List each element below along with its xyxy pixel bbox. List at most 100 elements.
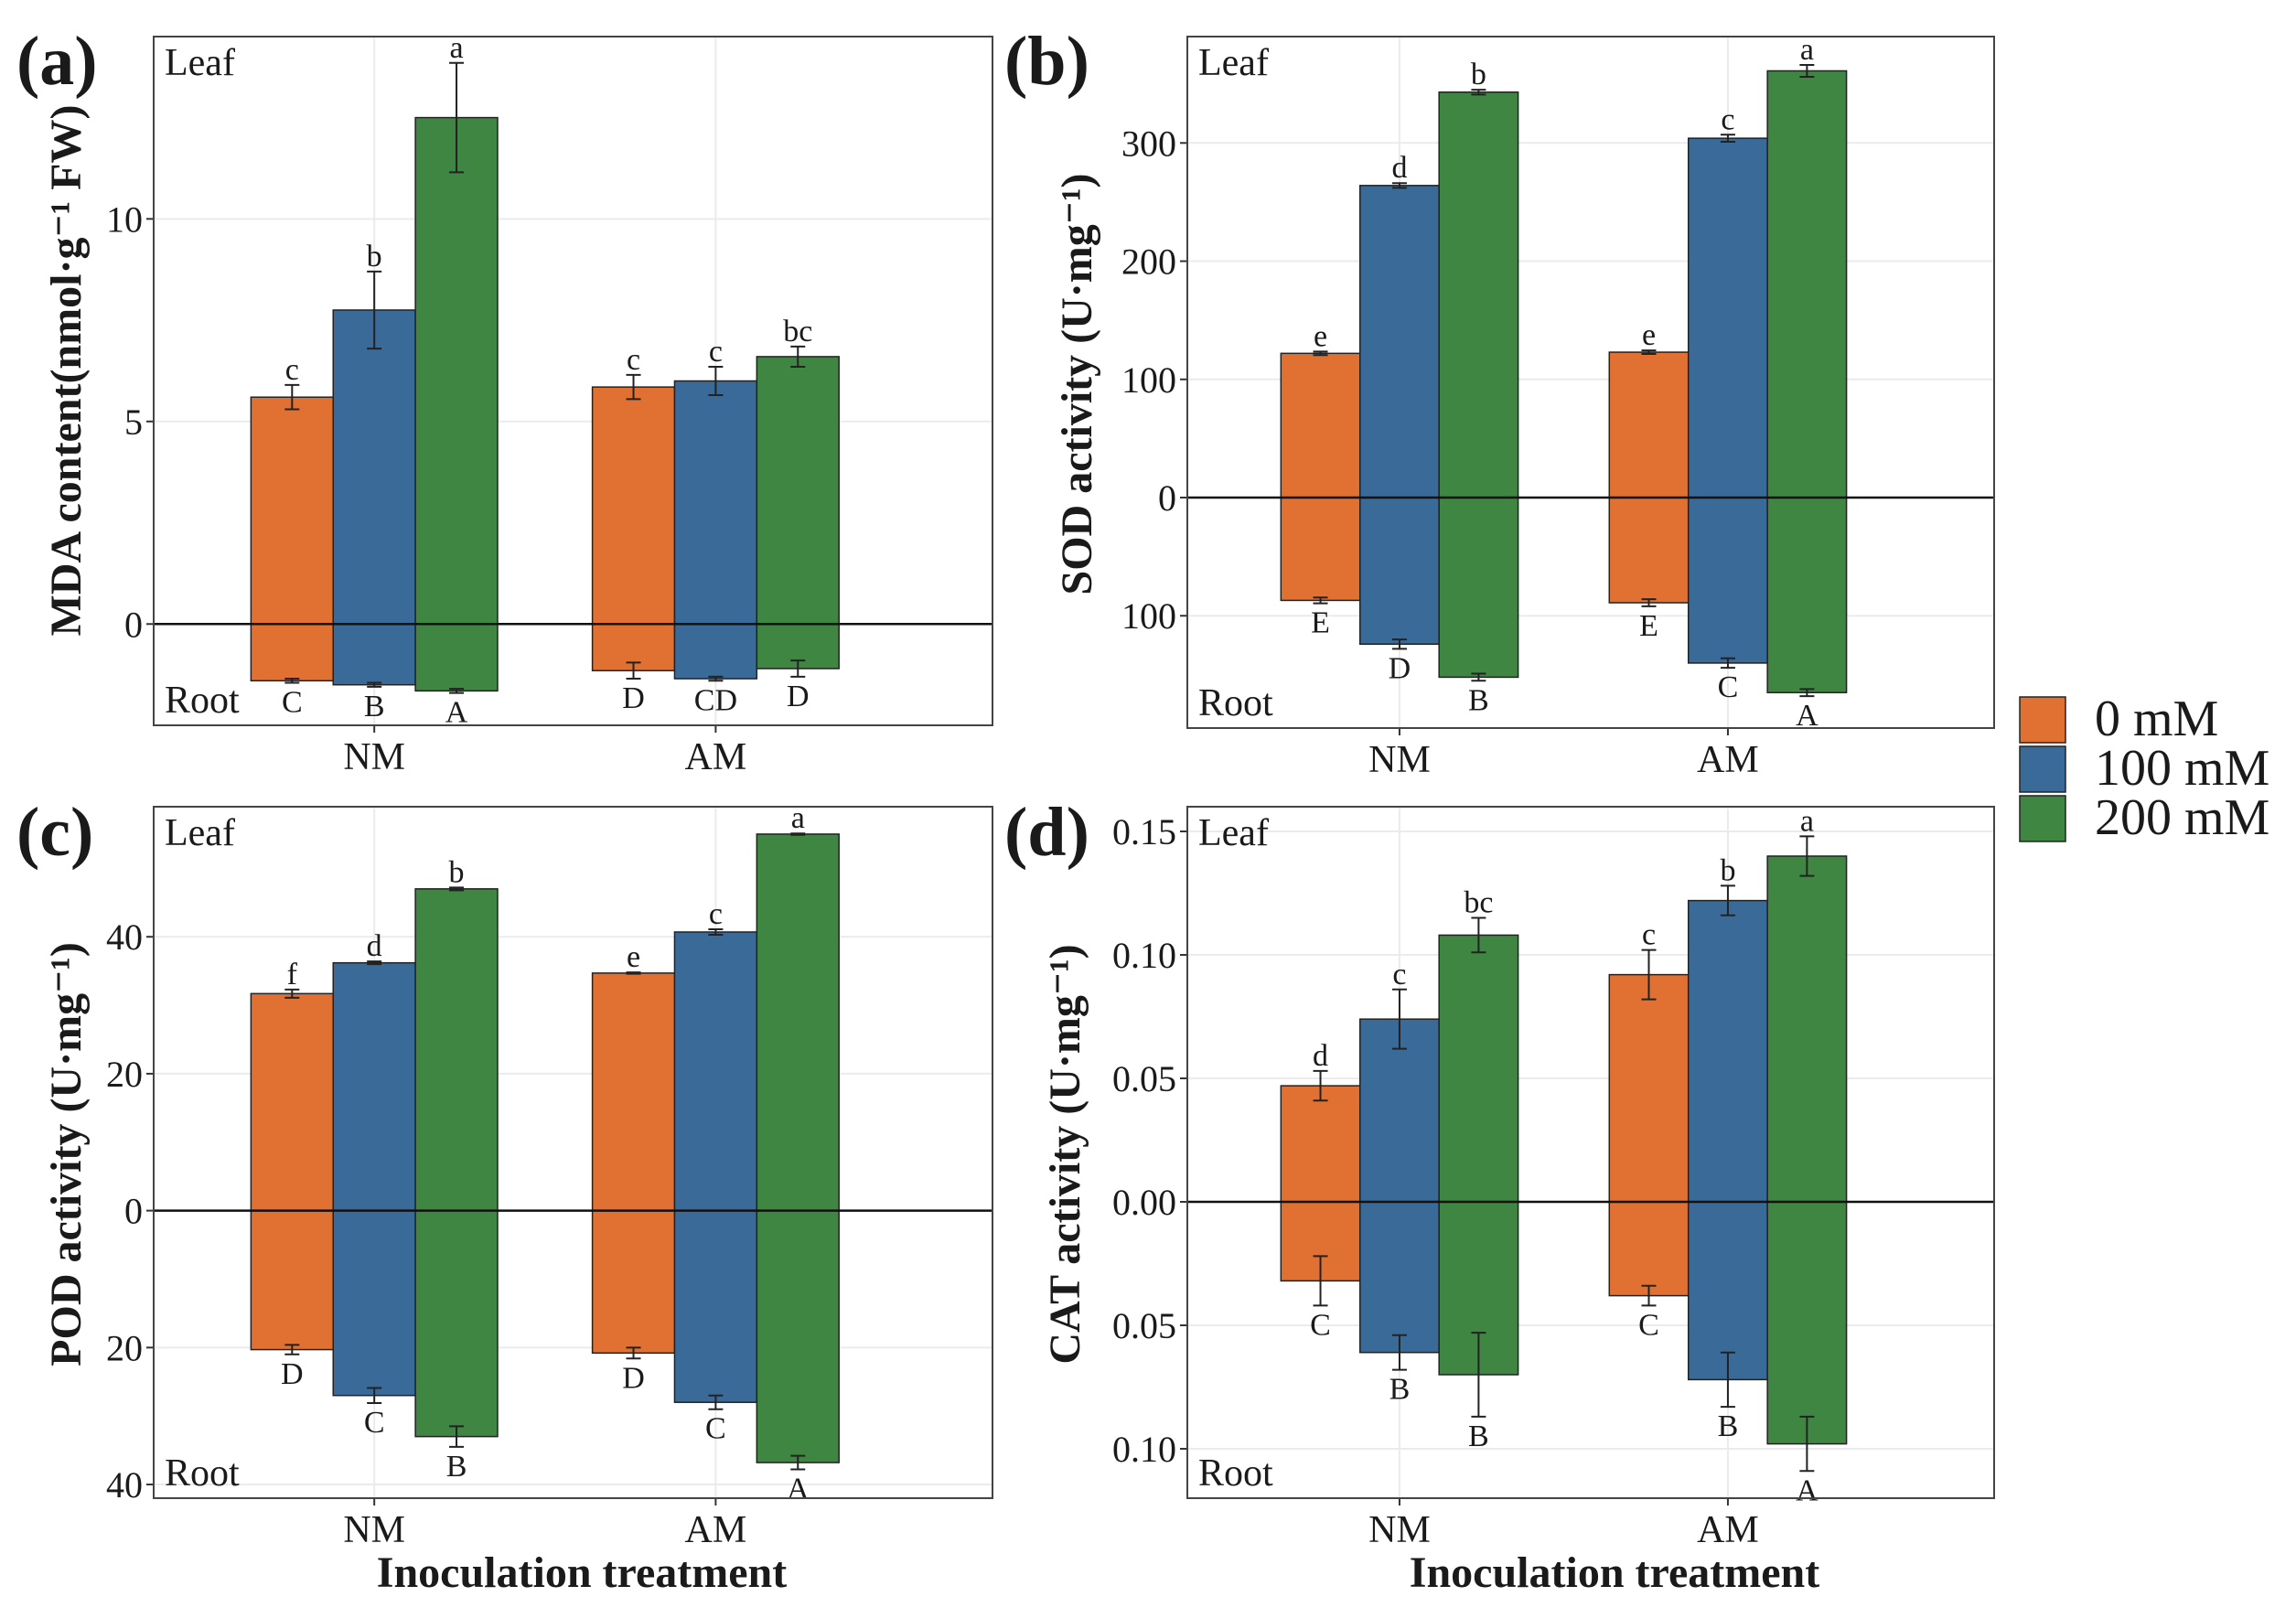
panel-d-y-tick-label: 0.10 (1112, 1429, 1176, 1470)
panel-b-bar-root (1608, 497, 1690, 604)
panel-c-x-axis-label: Inoculation treatment (377, 1548, 787, 1597)
panel-c-bar-root (332, 1209, 416, 1397)
panel-a-plot-area: c Cb Ba A NM c Dc CD bc D AM 0 5 10 Leaf Root (106, 31, 993, 778)
panel-d-bar-root (1608, 1201, 1690, 1297)
panel-b-root-letter: E (1639, 609, 1658, 643)
panel-b-leaf-letter: a (1800, 33, 1814, 67)
panel-d-root-letter: B (1718, 1409, 1739, 1443)
panel-d-bar-leaf (1608, 973, 1690, 1203)
panel-b-y-tick-label: 100 (1121, 359, 1176, 401)
legend-label-100mm: 100 mM (2095, 740, 2269, 797)
panel-a-y-tick-label: 5 (124, 402, 143, 443)
panel-a-root-letter: D (787, 680, 810, 713)
panel-a-x-tick-label: AM (685, 736, 747, 778)
panel-c-bar-leaf (250, 992, 334, 1212)
panel-c-bar-root (591, 1209, 676, 1355)
legend-swatch-100mm (2019, 745, 2066, 793)
panel-a-leaf-letter: c (285, 353, 299, 387)
panel-a-bar-root (673, 623, 758, 680)
panel-b-root-letter: C (1718, 670, 1739, 704)
panel-b-bar-root (1358, 497, 1440, 645)
panel-b-root-note: Root (1198, 682, 1273, 724)
panel-b-bar-leaf (1438, 91, 1519, 498)
panel-a-root-letter: D (622, 681, 645, 715)
panel-d-bar-leaf (1687, 899, 1768, 1203)
panel-a-bar-root (414, 623, 499, 692)
panel-a-bar-leaf (332, 309, 416, 626)
panel-a-frame (153, 36, 993, 726)
panel-b-leaf-letter: e (1642, 318, 1656, 352)
panel-c-root-letter: D (281, 1357, 304, 1391)
panel-d-root-letter: C (1310, 1308, 1331, 1342)
panel-c-leaf-note: Leaf (165, 812, 235, 854)
panel-d-bar-leaf (1766, 855, 1848, 1203)
panel-a-y-tick-label: 10 (106, 198, 143, 240)
panel-d-y-tick-label: 0.10 (1112, 935, 1176, 976)
panel-c-y-axis-label: POD activity (U·mg⁻¹) (42, 942, 91, 1366)
panel-b-label: (b) (1004, 23, 1089, 100)
panel-a-root-letter: CD (694, 683, 737, 717)
panel-c-bar-leaf (414, 888, 499, 1212)
panel-b-y-axis-label: SOD activity (U·mg⁻¹) (1053, 174, 1101, 595)
panel-d-y-tick-label: 0.00 (1112, 1182, 1176, 1223)
panel-d-frame (1186, 806, 1995, 1499)
panel-b-bar-root (1280, 497, 1361, 602)
panel-c-y-tick-label: 20 (106, 1327, 143, 1368)
panel-a-bar-root (332, 623, 416, 686)
panel-d-leaf-letter: bc (1464, 886, 1493, 920)
panel-c-frame (153, 806, 993, 1499)
panel-b-leaf-letter: b (1471, 58, 1486, 91)
panel-d-bar-root (1358, 1201, 1440, 1354)
panel-d-leaf-note: Leaf (1198, 812, 1269, 854)
panel-c-leaf-letter: f (287, 958, 298, 991)
panel-d-plot-area: d Cc Bbc B NM c Cb Ba A AM 0.10 0.05 0.00 0.05 0.10 0.1… (1112, 804, 1995, 1551)
panel-c-y-tick-label: 20 (106, 1054, 143, 1095)
legend-swatch-0mm (2019, 696, 2066, 744)
legend: 0 mM 100 mM 200 mM (2019, 691, 2269, 846)
panel-c-y-tick-label: 40 (106, 916, 143, 958)
panel-c-leaf-letter: e (627, 940, 640, 974)
panel-b-y-tick-label: 0 (1158, 477, 1176, 519)
panel-d-leaf-letter: a (1800, 804, 1814, 838)
panel-a-leaf-letter: bc (783, 315, 812, 348)
panel-d-bar-leaf (1438, 934, 1519, 1203)
panel-a-bar-leaf (673, 380, 758, 626)
panel-d: (d) CAT activity (U·mg⁻¹) Inoculation tr… (1004, 794, 1995, 1597)
legend-swatch-200mm (2019, 795, 2066, 842)
panel-d-bar-leaf (1280, 1085, 1361, 1203)
panel-c-x-tick-label: AM (685, 1509, 747, 1551)
panel-d-y-axis-label: CAT activity (U·mg⁻¹) (1041, 944, 1089, 1364)
panel-c-bar-root (250, 1209, 334, 1351)
panel-d-leaf-letter: b (1720, 853, 1735, 887)
panel-c-root-letter: D (622, 1361, 645, 1395)
panel-c-root-letter: B (446, 1450, 467, 1484)
panel-b-y-tick-label: 300 (1121, 123, 1176, 164)
panel-b-bar-leaf (1358, 185, 1440, 498)
panel-c-bar-root (673, 1209, 758, 1403)
panel-c-leaf-letter: a (791, 801, 805, 835)
panel-d-x-axis-label: Inoculation treatment (1410, 1548, 1819, 1597)
panel-d-y-tick-label: 0.15 (1112, 811, 1176, 852)
panel-c-bar-leaf (332, 961, 416, 1212)
panel-a-bar-leaf (250, 396, 334, 626)
panel-b-bar-root (1766, 497, 1848, 693)
panel-d-x-tick-label: NM (1368, 1509, 1431, 1551)
panel-a-y-tick-label: 0 (124, 604, 143, 645)
panel-b-y-tick-label: 200 (1121, 241, 1176, 283)
panel-a: (a) MDA content(nmol·g⁻¹ FW) c Cb Ba A NM c Dc… (16, 23, 993, 778)
panel-b-plot-area: e Ed Db B NM e Ec Ca A AM 100 0 100 200 300 Leaf Root (1121, 33, 1995, 781)
panel-c-root-letter: C (364, 1406, 385, 1440)
panel-c-bar-root (414, 1209, 499, 1438)
panel-a-root-letter: B (364, 690, 385, 723)
panel-c-root-note: Root (165, 1452, 240, 1495)
panel-d-root-letter: B (1468, 1420, 1489, 1453)
panel-d-root-note: Root (1198, 1452, 1273, 1495)
panel-c-root-letter: C (705, 1412, 726, 1446)
panel-a-label: (a) (16, 23, 98, 100)
panel-b-x-tick-label: NM (1368, 739, 1431, 781)
panel-c-label: (c) (16, 794, 93, 871)
legend-label-0mm: 0 mM (2095, 691, 2218, 747)
panel-d-leaf-letter: c (1392, 958, 1406, 991)
panel-c-plot-area: f Dd Cb B NM e Dc Ca A AM 40 20 0 20 40 Leaf Root (106, 801, 993, 1551)
